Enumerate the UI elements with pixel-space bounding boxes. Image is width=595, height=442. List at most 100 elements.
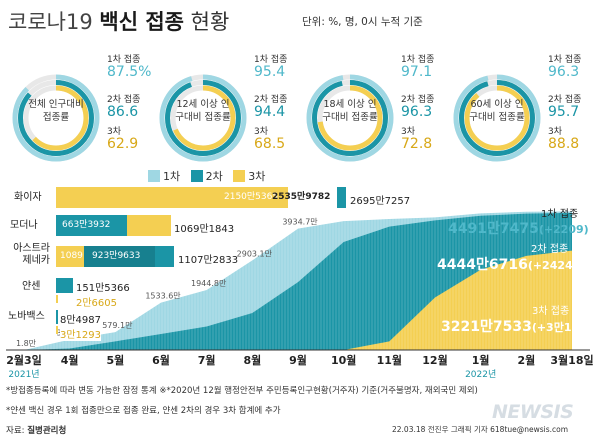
- donut-chart-4: [453, 74, 541, 162]
- x-tick-label: 8월: [243, 353, 261, 367]
- total-dose3: 3221만7533(+3만1404): [441, 316, 595, 336]
- label-janssen: 151만5366: [76, 279, 130, 294]
- label-az-dose1: 1107만2833: [178, 255, 239, 266]
- donut-ring-4-dose1: [453, 74, 541, 162]
- x-tick-label: 9월: [289, 353, 307, 367]
- donut-3-dose2-label: 2차 접종: [401, 95, 435, 105]
- footnote-2: *얀센 백신 경우 1회 접종만으로 접종 완료, 얀센 2차의 경우 3차 합…: [6, 406, 281, 416]
- donut-4-dose1-label: 1차 접종: [548, 55, 582, 65]
- footnote-1: *방접종등록에 따라 변동 가능한 잠정 통계 ※*2020년 12월 행정안전…: [6, 386, 478, 396]
- donut-1-dose2-label: 2차 접종: [107, 95, 141, 105]
- donut-ring-1-dose1: [12, 74, 100, 162]
- x-tick-label: 6월: [152, 353, 170, 367]
- legend: 1차 2차 3차: [148, 168, 265, 184]
- donut-4-dose3-value: 88.8: [548, 136, 580, 152]
- donut-2-dose3-value: 68.5: [254, 136, 286, 152]
- donut-ring-2-dose1: [159, 74, 247, 162]
- donut-label-2: 12세 이상 인구대비 접종률: [175, 99, 231, 123]
- vaccine-name-novavax: 노바백스: [8, 311, 45, 322]
- total-dose1-value: 4491만7475: [448, 221, 539, 237]
- donut-ring-3-dose1: [306, 74, 394, 162]
- donut-1-dose1-value: 87.5%: [107, 64, 152, 80]
- legend-swatch-dose2: [190, 170, 203, 182]
- donut-label-3: 18세 이상 인구대비 접종률: [322, 99, 378, 123]
- legend-dose2: 2차: [190, 170, 223, 183]
- x-tick-label: 2월: [517, 353, 535, 367]
- total-dose1-label: 1차 접종: [541, 209, 579, 220]
- total-dose2-label: 2차 접종: [531, 244, 569, 255]
- x-tick-label: 12월: [422, 353, 447, 367]
- donut-3-dose1-value: 97.1: [401, 64, 433, 80]
- donut-2-dose1-label: 1차 접종: [254, 55, 288, 65]
- bar-moderna-dose2: [56, 215, 127, 236]
- donut-chart-1: [12, 74, 100, 162]
- donut-label-1: 전체 인구대비 접종률: [28, 99, 84, 123]
- x-tick-label: 4월: [61, 353, 79, 367]
- legend-swatch-dose1: [148, 170, 160, 182]
- donut-3-dose2-value: 96.3: [401, 104, 433, 120]
- donut-3-dose1-label: 1차 접종: [401, 55, 435, 65]
- point-label: 1533.6만: [145, 292, 181, 301]
- newsis-logo: NEWSIS: [492, 401, 574, 423]
- bar-az-dose3: [56, 246, 84, 267]
- x-tick-label: 1월: [472, 353, 490, 367]
- total-dose3-label: 3차 접종: [532, 306, 570, 317]
- bar-novavax-dose3: [56, 326, 58, 334]
- donut-2-dose2-value: 94.4: [254, 104, 286, 120]
- donut-ring-3-dose2: [312, 80, 388, 156]
- x-tick-label: 2월3일: [6, 353, 42, 367]
- donut-1-dose2-value: 86.6: [107, 104, 139, 120]
- donut-ring-1-dose2: [18, 80, 94, 156]
- point-label: 579.1만: [102, 321, 133, 330]
- donut-3-dose3-label: 3차: [401, 127, 416, 137]
- area-series-dose3: [24, 250, 572, 350]
- label-az-dose2: 923만9633: [92, 251, 141, 261]
- label-moderna-dose3: 1069만1843: [174, 224, 235, 235]
- title-part2: 백신 접종: [99, 10, 184, 34]
- total-dose3-value: 3221만7533: [441, 319, 532, 335]
- total-dose2-value: 4444만6716: [437, 257, 528, 273]
- unit-note: 단위: %, 명, 0시 누적 기준: [302, 16, 423, 28]
- x-tick-label: 7월: [198, 353, 216, 367]
- donut-chart-3: [306, 74, 394, 162]
- label-pfizer-dose1: 2695만7257: [350, 196, 411, 207]
- point-label: 1.8만: [16, 339, 37, 348]
- vaccine-name-moderna: 모더나: [10, 220, 38, 231]
- point-label: 1944.8만: [191, 279, 227, 288]
- donut-4-dose2-value: 95.7: [548, 104, 580, 120]
- donut-ring-2-dose2: [165, 80, 241, 156]
- bar-janssen-dose3: [56, 295, 58, 303]
- donut-1-dose3-value: 62.9: [107, 136, 139, 152]
- legend-dose1: 1차: [148, 170, 180, 183]
- point-label: 2903.1만: [237, 249, 273, 258]
- donut-ring-3-dose3: [317, 85, 383, 151]
- donut-4-dose2-label: 2차 접종: [548, 95, 582, 105]
- bar-pfizer-dose3: [56, 187, 288, 208]
- donut-label-4: 60세 이상 인구대비 접종률: [469, 99, 525, 123]
- label-az-dose3: 1089: [60, 251, 83, 261]
- x-tick-label: 10월: [331, 353, 356, 367]
- page-title: 코로나19 백신 접종 현황: [8, 6, 229, 36]
- donut-ring-1-dose3: [23, 85, 89, 151]
- donut-2-dose2-label: 2차 접종: [254, 95, 288, 105]
- legend-dose3: 3차: [233, 170, 265, 183]
- source: 자료: 질병관리청: [6, 424, 66, 436]
- donut-ring-4-dose3: [464, 85, 530, 151]
- x-tick-label: 3월18일: [550, 353, 593, 367]
- year-label: 2022년: [465, 369, 496, 380]
- x-tick-label: 11월: [377, 353, 402, 367]
- vaccine-name-janssen: 얀센: [22, 281, 41, 292]
- label-moderna-dose2: 663만3932: [62, 220, 111, 230]
- total-dose1-delta: (+2209): [538, 223, 589, 236]
- total-dose1: 4491만7475(+2209): [448, 218, 589, 238]
- label-novavax: 8만4987: [60, 311, 102, 326]
- x-tick-label: 5월: [106, 353, 124, 367]
- donut-ring-4-dose2: [459, 80, 535, 156]
- vaccine-name-pfizer: 화이자: [14, 192, 42, 203]
- donut-2-dose1-value: 95.4: [254, 64, 286, 80]
- total-dose2: 4444만6716(+2424): [437, 254, 578, 274]
- title-part3: 현황: [190, 10, 230, 34]
- donut-4-dose3-label: 3차: [548, 127, 563, 137]
- vaccine-name-az: 아스트라 제네카: [13, 243, 50, 266]
